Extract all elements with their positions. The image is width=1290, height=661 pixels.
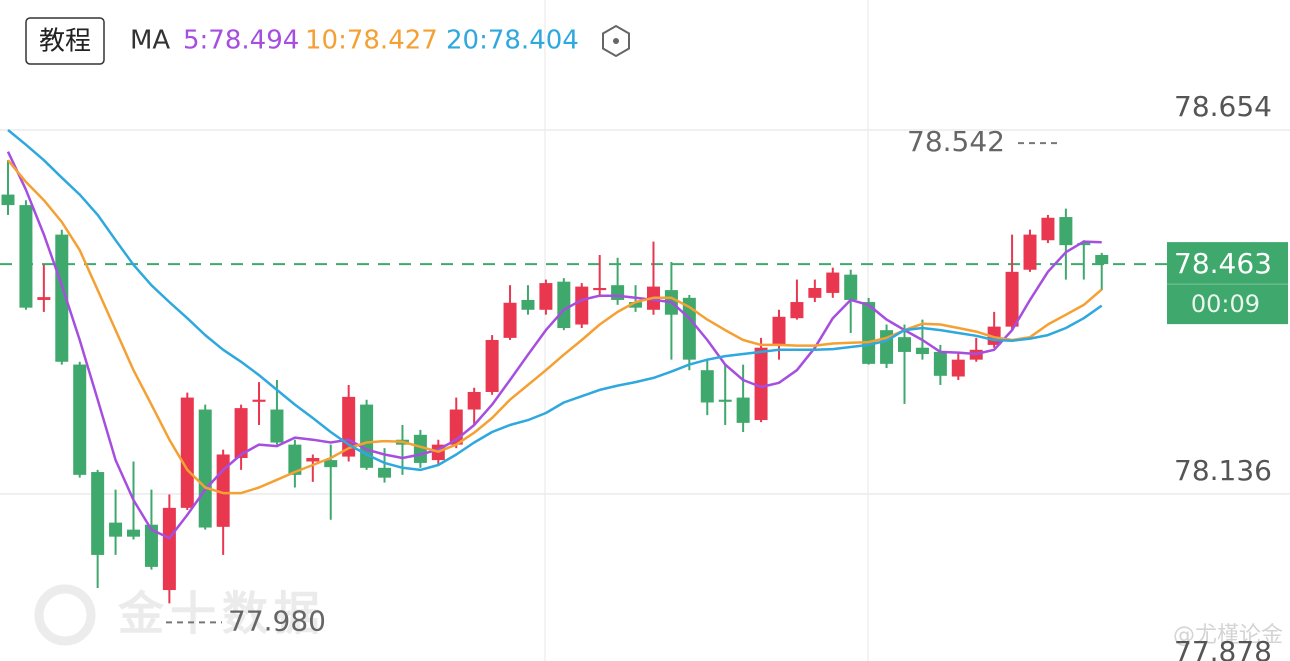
watermark-logo	[34, 584, 96, 646]
ma-label: MA	[130, 26, 170, 56]
candle-body	[557, 281, 571, 329]
candle-body	[898, 337, 911, 352]
candle-body	[754, 347, 768, 421]
last-price-label: 78.463	[1174, 247, 1272, 280]
candle-body	[324, 460, 338, 468]
watermark-text: 金十数据	[117, 587, 326, 641]
settings-icon[interactable]	[602, 24, 630, 58]
candle-body	[1023, 234, 1037, 270]
candle-body	[55, 234, 69, 362]
candle-body	[1095, 254, 1109, 265]
candle-body	[1041, 217, 1055, 241]
legend-entry: 20:78.404	[446, 26, 579, 56]
settings-dot[interactable]	[613, 38, 619, 44]
candle-body	[288, 444, 302, 475]
candle-body	[19, 205, 33, 308]
ma-line	[7, 129, 1103, 472]
candle-body	[1, 194, 15, 206]
candle-body	[593, 288, 607, 291]
candle-body	[933, 351, 947, 376]
candle-body	[951, 359, 965, 377]
candle-body	[360, 404, 374, 468]
candle-body	[306, 457, 320, 462]
candle-body	[378, 467, 392, 478]
ma-line	[6, 151, 1102, 540]
watermark: 金十数据 @尤槿论金	[34, 584, 1283, 648]
y-tick-label: 78.654	[1174, 90, 1272, 123]
candle-body	[1005, 271, 1019, 327]
candle-body	[682, 297, 696, 360]
candle-body	[270, 409, 284, 443]
candle-body	[790, 302, 804, 319]
candle-body	[539, 283, 553, 310]
candle-body	[503, 302, 517, 338]
candle-body	[521, 299, 535, 310]
legend-entry: 5:78.494	[183, 26, 299, 56]
candle-body	[162, 507, 176, 591]
candle-body	[844, 274, 858, 300]
countdown: 00:09	[1191, 290, 1260, 318]
candle-body	[144, 524, 158, 567]
high-label: 78.542	[907, 125, 1005, 158]
candle-body	[629, 302, 643, 308]
grid	[0, 129, 1290, 495]
candle-body	[91, 472, 105, 555]
candle-body	[485, 339, 499, 392]
candle-body	[808, 288, 822, 298]
candle-body	[718, 399, 732, 402]
labels: 78.654 78.136 77.878 5:78.494 10:78.427 20:78…	[166, 26, 1288, 661]
candle-body	[611, 285, 625, 300]
candle-body	[915, 347, 929, 355]
candle-body	[736, 397, 750, 423]
credit-text: @尤槿论金	[1173, 623, 1283, 648]
candle-body	[109, 522, 123, 537]
candle-body	[198, 409, 212, 528]
candle-body	[180, 397, 194, 508]
candle-body	[772, 316, 786, 345]
settings-hexagon[interactable]	[602, 24, 630, 58]
y-tick-label: 78.136	[1174, 454, 1272, 487]
candle-body	[467, 391, 481, 410]
candle-body	[862, 302, 876, 364]
candle-body	[1077, 243, 1091, 246]
candle-body	[1059, 217, 1073, 246]
ma-line	[7, 159, 1103, 495]
candle-body	[575, 286, 589, 325]
candle-body	[73, 364, 87, 475]
candle-body	[826, 272, 840, 293]
candle-body	[127, 529, 141, 537]
last-price-box	[1167, 242, 1288, 325]
legend-entry: 10:78.427	[305, 26, 438, 56]
tutorial-button-frame[interactable]	[25, 17, 105, 65]
low-label: 77.980	[228, 604, 326, 637]
candle-body	[252, 399, 266, 402]
marks	[0, 129, 1167, 604]
candle-body	[700, 370, 714, 403]
tutorial-button[interactable]: 教程	[39, 27, 91, 57]
candle-body	[234, 408, 248, 458]
candle-body	[37, 297, 51, 300]
y-tick-label: 77.878	[1174, 635, 1272, 661]
toolbar: 教程 MA	[25, 17, 630, 65]
